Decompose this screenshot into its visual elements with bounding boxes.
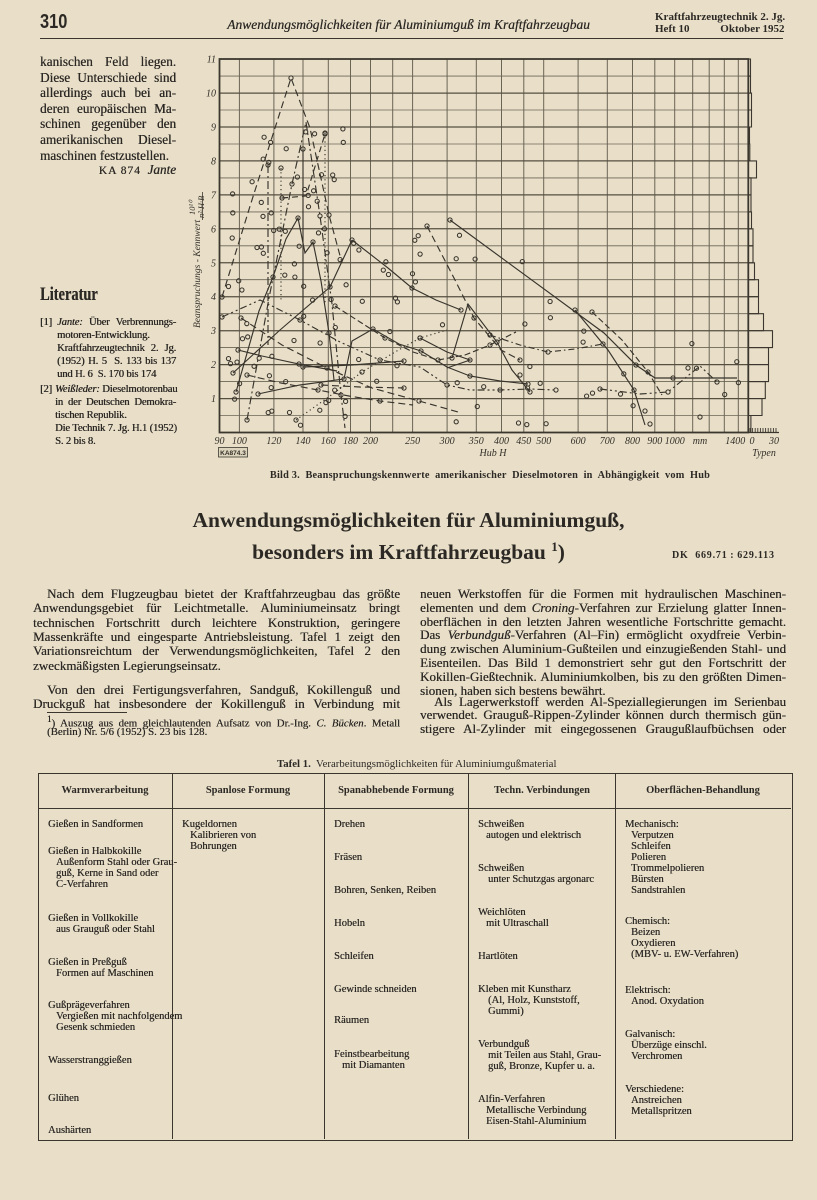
svg-text:6: 6 <box>211 224 216 235</box>
svg-text:mm: mm <box>693 436 707 447</box>
svg-text:450: 450 <box>516 436 531 447</box>
svg-text:120: 120 <box>266 436 281 447</box>
svg-text:Beanspruchungs - Kennwert: Beanspruchungs - Kennwert <box>193 219 203 328</box>
svg-text:160: 160 <box>321 436 336 447</box>
svg-text:Typen: Typen <box>752 448 776 459</box>
svg-text:700: 700 <box>600 436 615 447</box>
svg-text:7: 7 <box>211 190 217 201</box>
svg-text:Hub H: Hub H <box>479 448 508 459</box>
svg-text:180: 180 <box>343 436 358 447</box>
svg-text:2: 2 <box>211 360 216 371</box>
svg-text:800: 800 <box>625 436 640 447</box>
svg-text:5: 5 <box>211 258 216 269</box>
svg-text:30: 30 <box>768 436 779 447</box>
svg-text:1400: 1400 <box>725 436 745 447</box>
svg-text:1: 1 <box>211 394 216 405</box>
svg-text:11: 11 <box>207 55 216 66</box>
svg-text:10¹⁰: 10¹⁰ <box>187 199 197 215</box>
svg-text:0: 0 <box>750 436 755 447</box>
svg-text:8: 8 <box>211 156 216 167</box>
svg-text:300: 300 <box>439 436 455 447</box>
svg-text:3: 3 <box>210 326 216 337</box>
svg-text:n²·H·B: n²·H·B <box>196 196 206 218</box>
svg-text:KA874.3: KA874.3 <box>220 450 246 457</box>
svg-text:400: 400 <box>494 436 509 447</box>
svg-text:600: 600 <box>571 436 586 447</box>
svg-text:500: 500 <box>536 436 551 447</box>
svg-text:4: 4 <box>211 292 216 303</box>
svg-text:10: 10 <box>206 89 216 100</box>
svg-text:200: 200 <box>363 436 378 447</box>
svg-text:140: 140 <box>296 436 311 447</box>
svg-text:250: 250 <box>405 436 420 447</box>
svg-text:1000: 1000 <box>665 436 685 447</box>
svg-text:900: 900 <box>647 436 662 447</box>
svg-text:350: 350 <box>468 436 484 447</box>
svg-text:9: 9 <box>211 123 216 134</box>
svg-text:100: 100 <box>232 436 247 447</box>
svg-text:90: 90 <box>215 436 225 447</box>
